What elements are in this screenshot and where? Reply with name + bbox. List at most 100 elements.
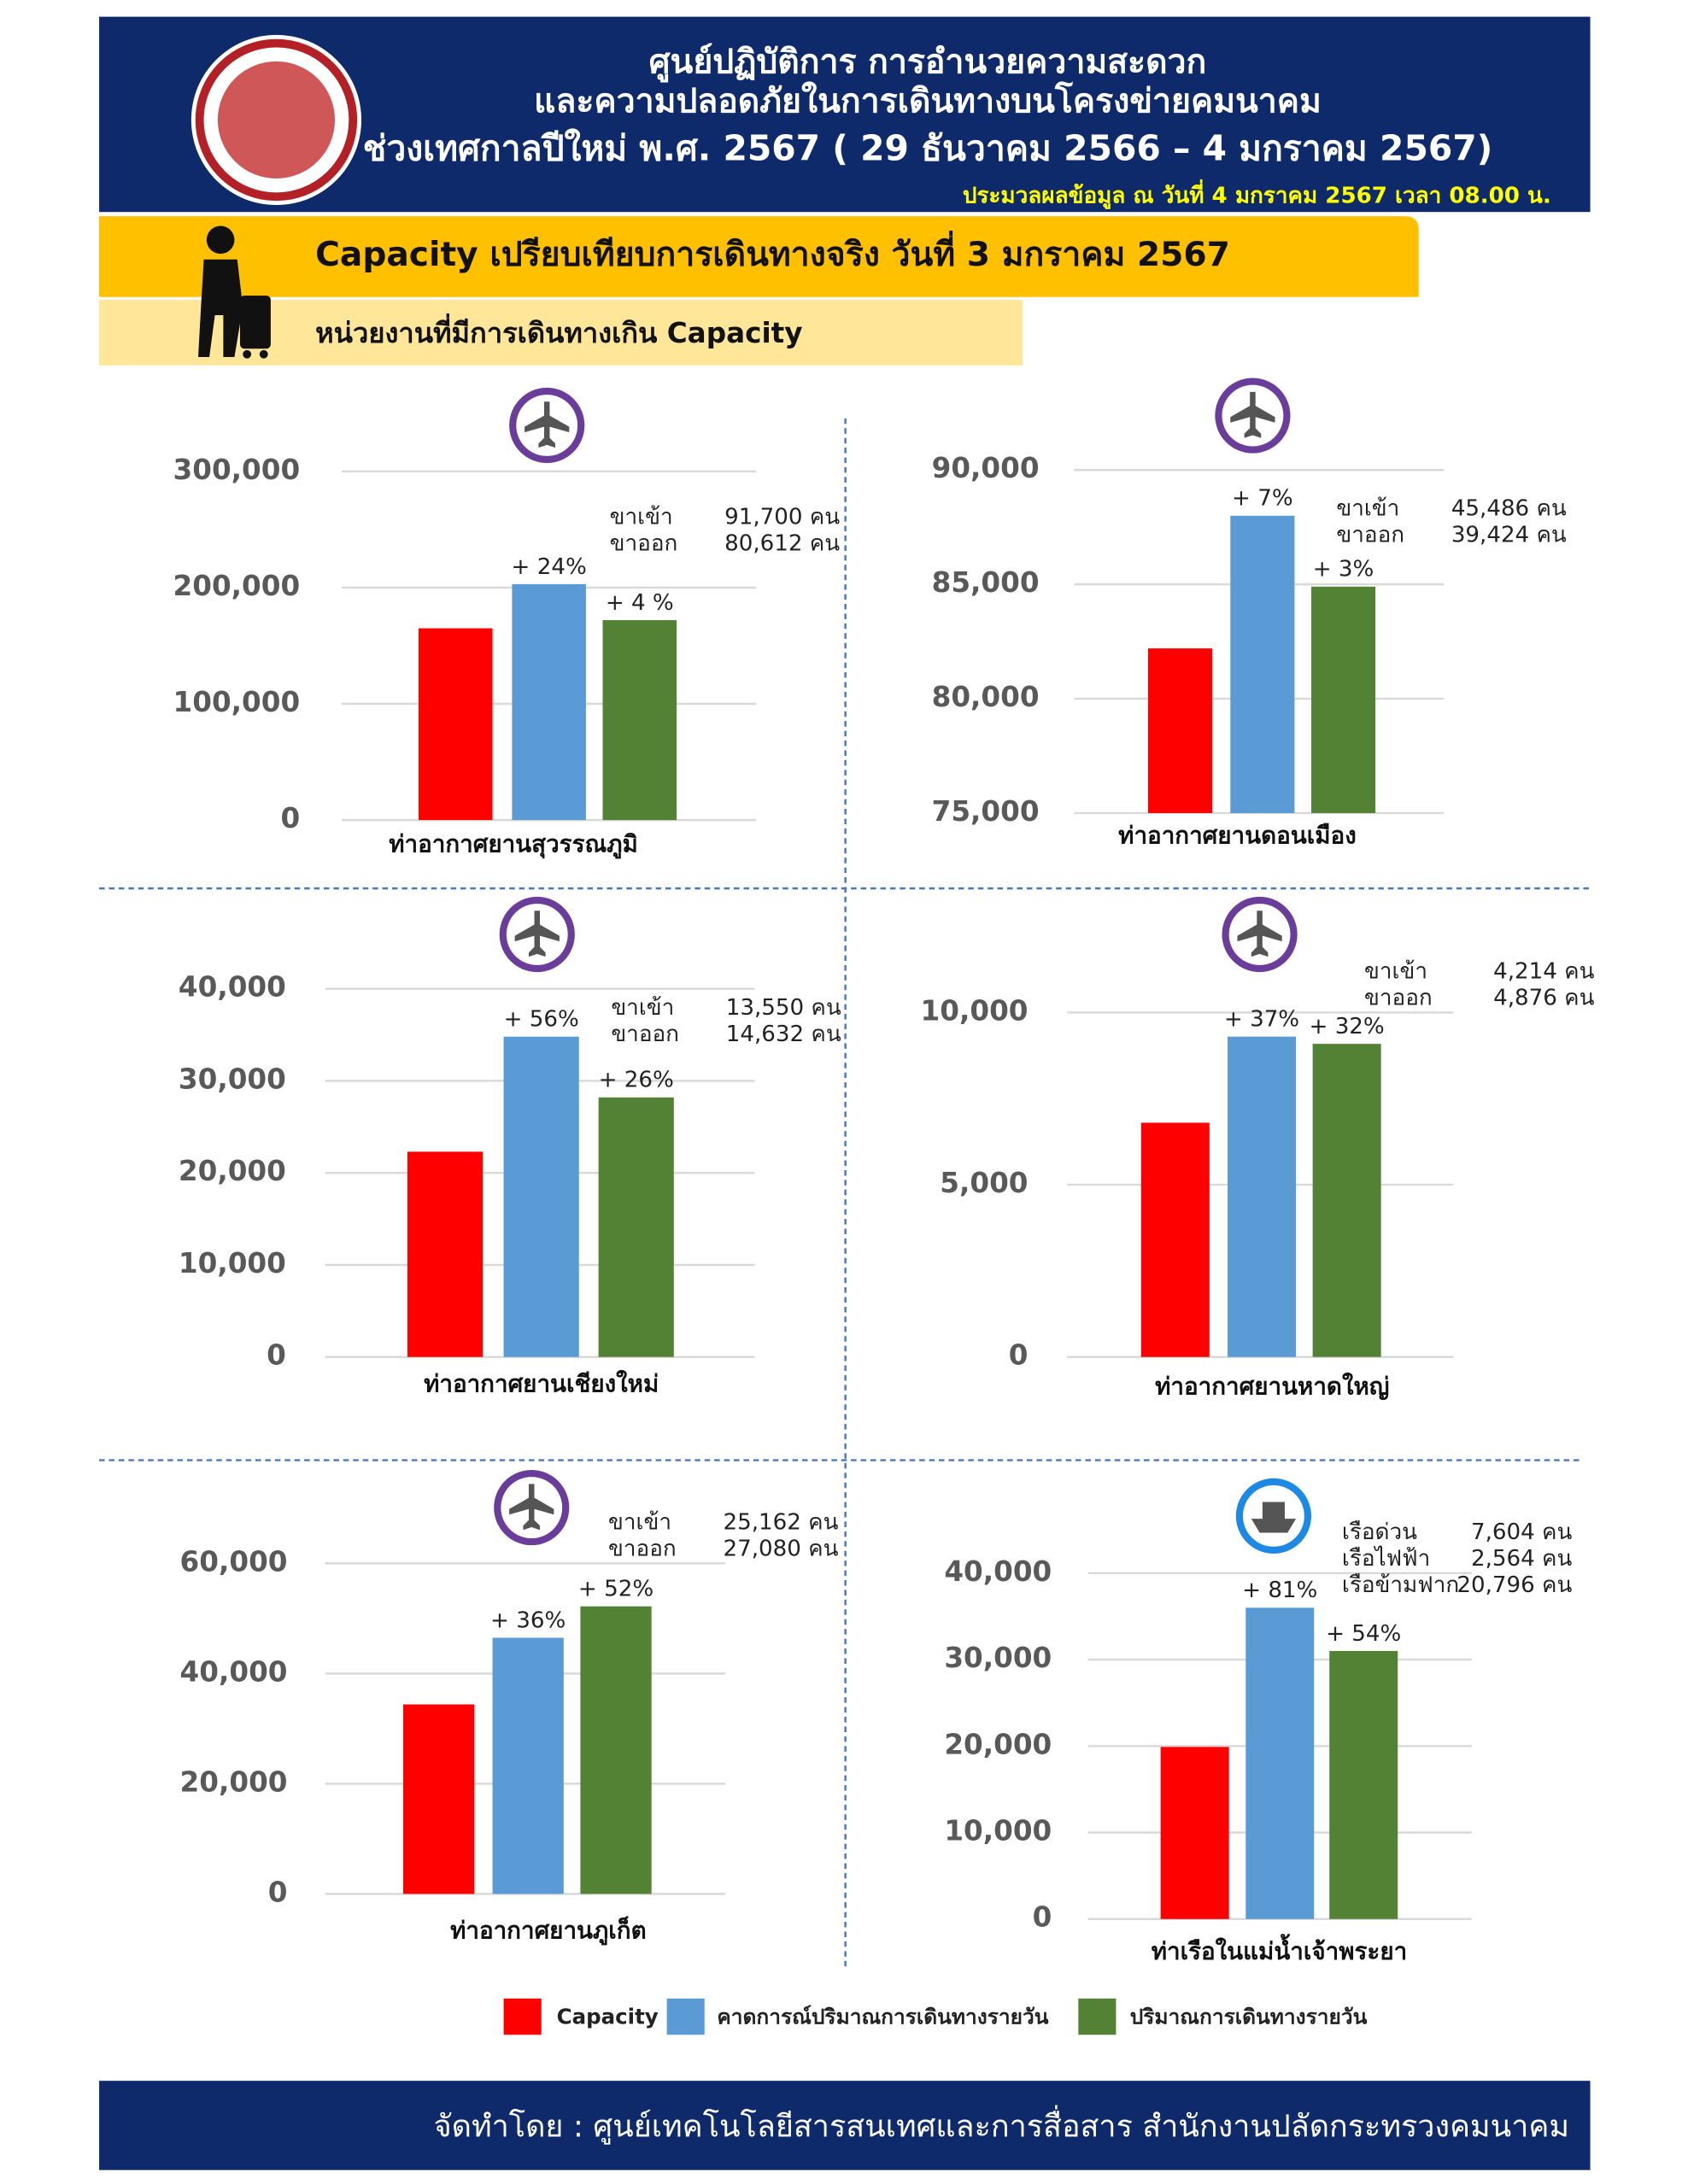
bar bbox=[492, 1637, 564, 1894]
unit-icon-glyph bbox=[1237, 910, 1282, 957]
bar bbox=[403, 1704, 475, 1894]
note-label: ขาเข้า bbox=[1364, 959, 1427, 985]
note-value: 4,214 คน bbox=[1493, 959, 1595, 985]
legend-swatch bbox=[503, 1998, 542, 2035]
note-label: ขาเข้า bbox=[611, 995, 674, 1021]
subbanner-title: หน่วยงานที่มีการเดินทางเกิน Capacity bbox=[315, 313, 802, 349]
bar bbox=[418, 628, 493, 821]
note-label: ขาออก bbox=[1336, 523, 1404, 548]
header-line3: ช่วงเทศกาลปีใหม่ พ.ศ. 2567 ( 29 ธันวาคม … bbox=[363, 127, 1493, 168]
change-label: + 52% bbox=[578, 1577, 654, 1602]
y-tick-label: 85,000 bbox=[932, 566, 1040, 599]
change-label: + 24% bbox=[512, 554, 587, 580]
note-value: 4,876 คน bbox=[1493, 986, 1595, 1011]
y-tick-label: 20,000 bbox=[944, 1728, 1052, 1760]
note-label: ขาออก bbox=[610, 530, 678, 556]
unit-icon-glyph bbox=[1230, 391, 1275, 438]
note-label: ขาออก bbox=[611, 1022, 679, 1047]
y-tick-label: 5,000 bbox=[940, 1167, 1028, 1199]
unit-icon-glyph bbox=[514, 910, 560, 957]
banner-bg bbox=[99, 216, 1419, 297]
legend-label: คาดการณ์ปริมาณการเดินทางรายวัน bbox=[717, 2005, 1048, 2029]
bar bbox=[503, 1036, 579, 1357]
change-label: + 26% bbox=[599, 1068, 674, 1093]
bar bbox=[1245, 1607, 1315, 1919]
timestamp: ประมวลผลข้อมูล ณ วันที่ 4 มกราคม 2567 เว… bbox=[963, 179, 1551, 210]
y-tick-label: 100,000 bbox=[173, 686, 301, 718]
y-tick-label: 75,000 bbox=[932, 795, 1040, 828]
y-tick-label: 30,000 bbox=[944, 1642, 1052, 1674]
unit-icon-glyph bbox=[509, 1484, 554, 1531]
change-label: + 54% bbox=[1326, 1621, 1401, 1647]
bar bbox=[407, 1151, 484, 1357]
unit-icon-glyph bbox=[525, 401, 570, 448]
y-tick-label: 10,000 bbox=[921, 994, 1029, 1027]
x-axis-label: ท่าเรือในแม่น้ำเจ้าพระยา bbox=[1152, 1934, 1407, 1965]
bar bbox=[1312, 1044, 1381, 1357]
note-label: เรือไฟฟ้า bbox=[1342, 1545, 1430, 1572]
y-tick-label: 0 bbox=[1033, 1901, 1052, 1934]
change-label: + 56% bbox=[504, 1007, 579, 1033]
note-label: ขาเข้า bbox=[608, 1510, 671, 1536]
bar bbox=[1310, 586, 1376, 813]
note-label: เรือข้ามฟาก bbox=[1342, 1572, 1459, 1598]
y-tick-label: 10,000 bbox=[944, 1815, 1052, 1847]
legend-label: Capacity bbox=[557, 2005, 659, 2029]
dividers bbox=[99, 418, 1591, 1970]
change-label: + 81% bbox=[1242, 1578, 1317, 1603]
y-tick-label: 200,000 bbox=[173, 570, 301, 602]
note-label: ขาเข้า bbox=[1336, 495, 1399, 521]
y-tick-label: 40,000 bbox=[179, 971, 286, 1004]
logo-core bbox=[217, 61, 336, 179]
note-value: 25,162 คน bbox=[723, 1510, 838, 1536]
footer-text: จัดทำโดย : ศูนย์เทคโนโลยีสารสนเทศและการส… bbox=[434, 2105, 1569, 2145]
legend-label: ปริมาณการเดินทางรายวัน bbox=[1130, 2005, 1368, 2029]
y-tick-label: 20,000 bbox=[180, 1765, 288, 1798]
x-axis-label: ท่าอากาศยานภูเก็ต bbox=[450, 1915, 647, 1945]
legend-swatch bbox=[1078, 1998, 1117, 2035]
note-label: เรือด่วน bbox=[1342, 1519, 1417, 1545]
footer-bg bbox=[99, 2081, 1591, 2170]
note-value: 80,612 คน bbox=[724, 530, 840, 556]
y-tick-label: 60,000 bbox=[180, 1545, 288, 1578]
y-tick-label: 20,000 bbox=[179, 1155, 286, 1187]
note-value: 20,796 คน bbox=[1456, 1572, 1572, 1598]
bar bbox=[598, 1097, 674, 1357]
bar bbox=[1140, 1122, 1210, 1357]
note-value: 13,550 คน bbox=[726, 995, 841, 1021]
bar bbox=[1228, 1036, 1297, 1357]
y-tick-label: 30,000 bbox=[179, 1063, 286, 1095]
y-tick-label: 300,000 bbox=[173, 454, 301, 486]
x-axis-label: ท่าอากาศยานดอนเมือง bbox=[1118, 822, 1357, 850]
x-axis-label: ท่าอากาศยานสุวรรณภูมิ bbox=[389, 829, 638, 858]
header-line1: ศูนย์ปฏิบัติการ การอำนวยความสะดวก bbox=[649, 43, 1207, 83]
logo-ring bbox=[195, 38, 358, 202]
header-line2: และความปลอดภัยในการเดินทางบนโครงข่ายคมนา… bbox=[534, 80, 1322, 120]
y-tick-label: 0 bbox=[280, 802, 300, 834]
bar bbox=[1230, 515, 1295, 813]
x-axis-label: ท่าอากาศยานเชียงใหม่ bbox=[424, 1369, 659, 1397]
change-label: + 32% bbox=[1310, 1014, 1385, 1039]
y-tick-label: 40,000 bbox=[944, 1555, 1052, 1588]
traveler-icon bbox=[198, 225, 271, 359]
y-tick-label: 0 bbox=[267, 1339, 286, 1372]
change-label: + 36% bbox=[490, 1607, 566, 1633]
x-axis-label: ท่าอากาศยานหาดใหญ่ bbox=[1155, 1373, 1389, 1401]
note-value: 7,604 คน bbox=[1471, 1519, 1573, 1545]
bar bbox=[602, 620, 677, 821]
note-label: ขาออก bbox=[608, 1537, 677, 1562]
bar bbox=[512, 583, 586, 821]
note-label: ขาเข้า bbox=[610, 504, 673, 530]
y-tick-label: 90,000 bbox=[932, 452, 1040, 484]
banner-title: Capacity เปรียบเทียบการเดินทางจริง วันที… bbox=[315, 231, 1230, 274]
note-value: 14,632 คน bbox=[726, 1022, 841, 1047]
change-label: + 37% bbox=[1224, 1007, 1299, 1033]
y-tick-label: 10,000 bbox=[179, 1247, 286, 1279]
note-value: 2,564 คน bbox=[1471, 1546, 1573, 1572]
note-value: 39,424 คน bbox=[1451, 523, 1567, 548]
note-value: 91,700 คน bbox=[724, 504, 840, 530]
bar bbox=[1329, 1650, 1398, 1919]
y-tick-label: 0 bbox=[268, 1876, 288, 1908]
